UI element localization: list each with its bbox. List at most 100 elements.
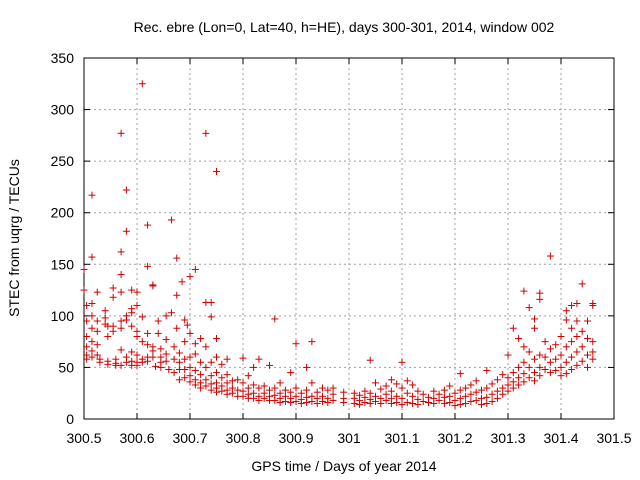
data-point	[589, 302, 597, 310]
data-point	[387, 387, 395, 395]
data-point	[202, 129, 210, 137]
data-point	[173, 291, 181, 299]
data-point	[83, 302, 91, 310]
data-point	[276, 379, 284, 387]
data-point	[483, 367, 491, 375]
data-point	[297, 389, 305, 397]
data-point	[329, 390, 337, 398]
data-point	[202, 363, 210, 371]
data-point	[499, 371, 507, 379]
data-point	[303, 398, 311, 406]
data-point	[197, 384, 205, 392]
data-point	[520, 378, 528, 386]
data-point	[308, 338, 316, 346]
data-point	[218, 360, 226, 368]
data-point	[504, 351, 512, 359]
data-point	[117, 324, 125, 332]
data-point	[478, 401, 485, 409]
data-point	[440, 400, 448, 408]
data-point	[419, 397, 427, 405]
data-point	[541, 338, 549, 346]
data-point	[207, 380, 215, 388]
y-tick-label: 100	[51, 308, 75, 324]
data-point	[451, 389, 459, 397]
data-point	[117, 346, 125, 354]
data-point	[308, 379, 316, 387]
data-point	[313, 400, 321, 408]
data-point	[149, 282, 157, 290]
data-point	[80, 265, 88, 273]
data-point	[398, 401, 406, 409]
data-point	[541, 353, 549, 361]
data-point	[536, 363, 544, 371]
data-point	[173, 254, 181, 262]
data-point	[446, 392, 454, 400]
data-point	[117, 361, 125, 369]
data-point	[329, 384, 337, 392]
data-point	[509, 369, 517, 377]
data-point	[578, 280, 586, 288]
data-point	[483, 400, 491, 408]
data-point	[557, 351, 565, 359]
data-point	[382, 390, 390, 398]
data-point	[366, 400, 374, 408]
data-point	[149, 353, 157, 361]
data-point	[446, 398, 454, 406]
data-point	[104, 360, 112, 368]
data-point	[133, 288, 141, 296]
x-tick-label: 301.2	[437, 430, 472, 446]
axis-ticks	[83, 57, 615, 420]
data-point	[531, 369, 538, 377]
data-point	[167, 216, 175, 224]
data-point	[154, 317, 162, 325]
data-point	[255, 355, 263, 363]
x-tick-label: 300.5	[66, 430, 101, 446]
data-point	[88, 338, 96, 346]
data-point	[536, 289, 544, 297]
data-point	[207, 386, 215, 394]
data-point	[157, 345, 165, 353]
data-point	[197, 371, 205, 379]
data-point	[430, 387, 438, 395]
data-point	[557, 332, 565, 340]
data-point	[340, 398, 348, 406]
data-point	[144, 221, 152, 229]
data-point	[425, 398, 432, 406]
data-point	[234, 386, 242, 394]
data-point	[403, 377, 411, 385]
data-point	[504, 374, 512, 382]
data-point	[191, 381, 199, 389]
data-point	[329, 396, 337, 404]
data-point	[499, 390, 507, 398]
data-point	[287, 388, 295, 396]
data-point	[414, 387, 422, 395]
data-point	[260, 382, 268, 390]
data-point	[154, 329, 162, 337]
data-point	[218, 374, 226, 382]
data-point	[435, 396, 443, 404]
data-point	[250, 381, 258, 389]
data-point	[244, 372, 252, 380]
data-point	[467, 397, 475, 405]
data-point	[202, 343, 210, 351]
data-point	[361, 398, 369, 406]
data-point	[244, 384, 252, 392]
data-point	[578, 327, 586, 335]
data-point	[223, 379, 231, 387]
data-point	[509, 324, 517, 332]
data-point	[562, 370, 570, 378]
data-point	[372, 397, 379, 405]
data-point	[531, 315, 538, 323]
data-point	[493, 394, 501, 402]
data-point	[138, 80, 146, 88]
data-point	[93, 327, 101, 335]
data-point	[515, 374, 523, 382]
data-point	[546, 345, 554, 353]
data-point	[472, 377, 480, 385]
data-point	[162, 336, 170, 344]
data-point	[83, 343, 91, 351]
data-point	[393, 392, 401, 400]
data-point	[403, 398, 411, 406]
data-point	[536, 295, 544, 303]
data-point	[483, 384, 491, 392]
